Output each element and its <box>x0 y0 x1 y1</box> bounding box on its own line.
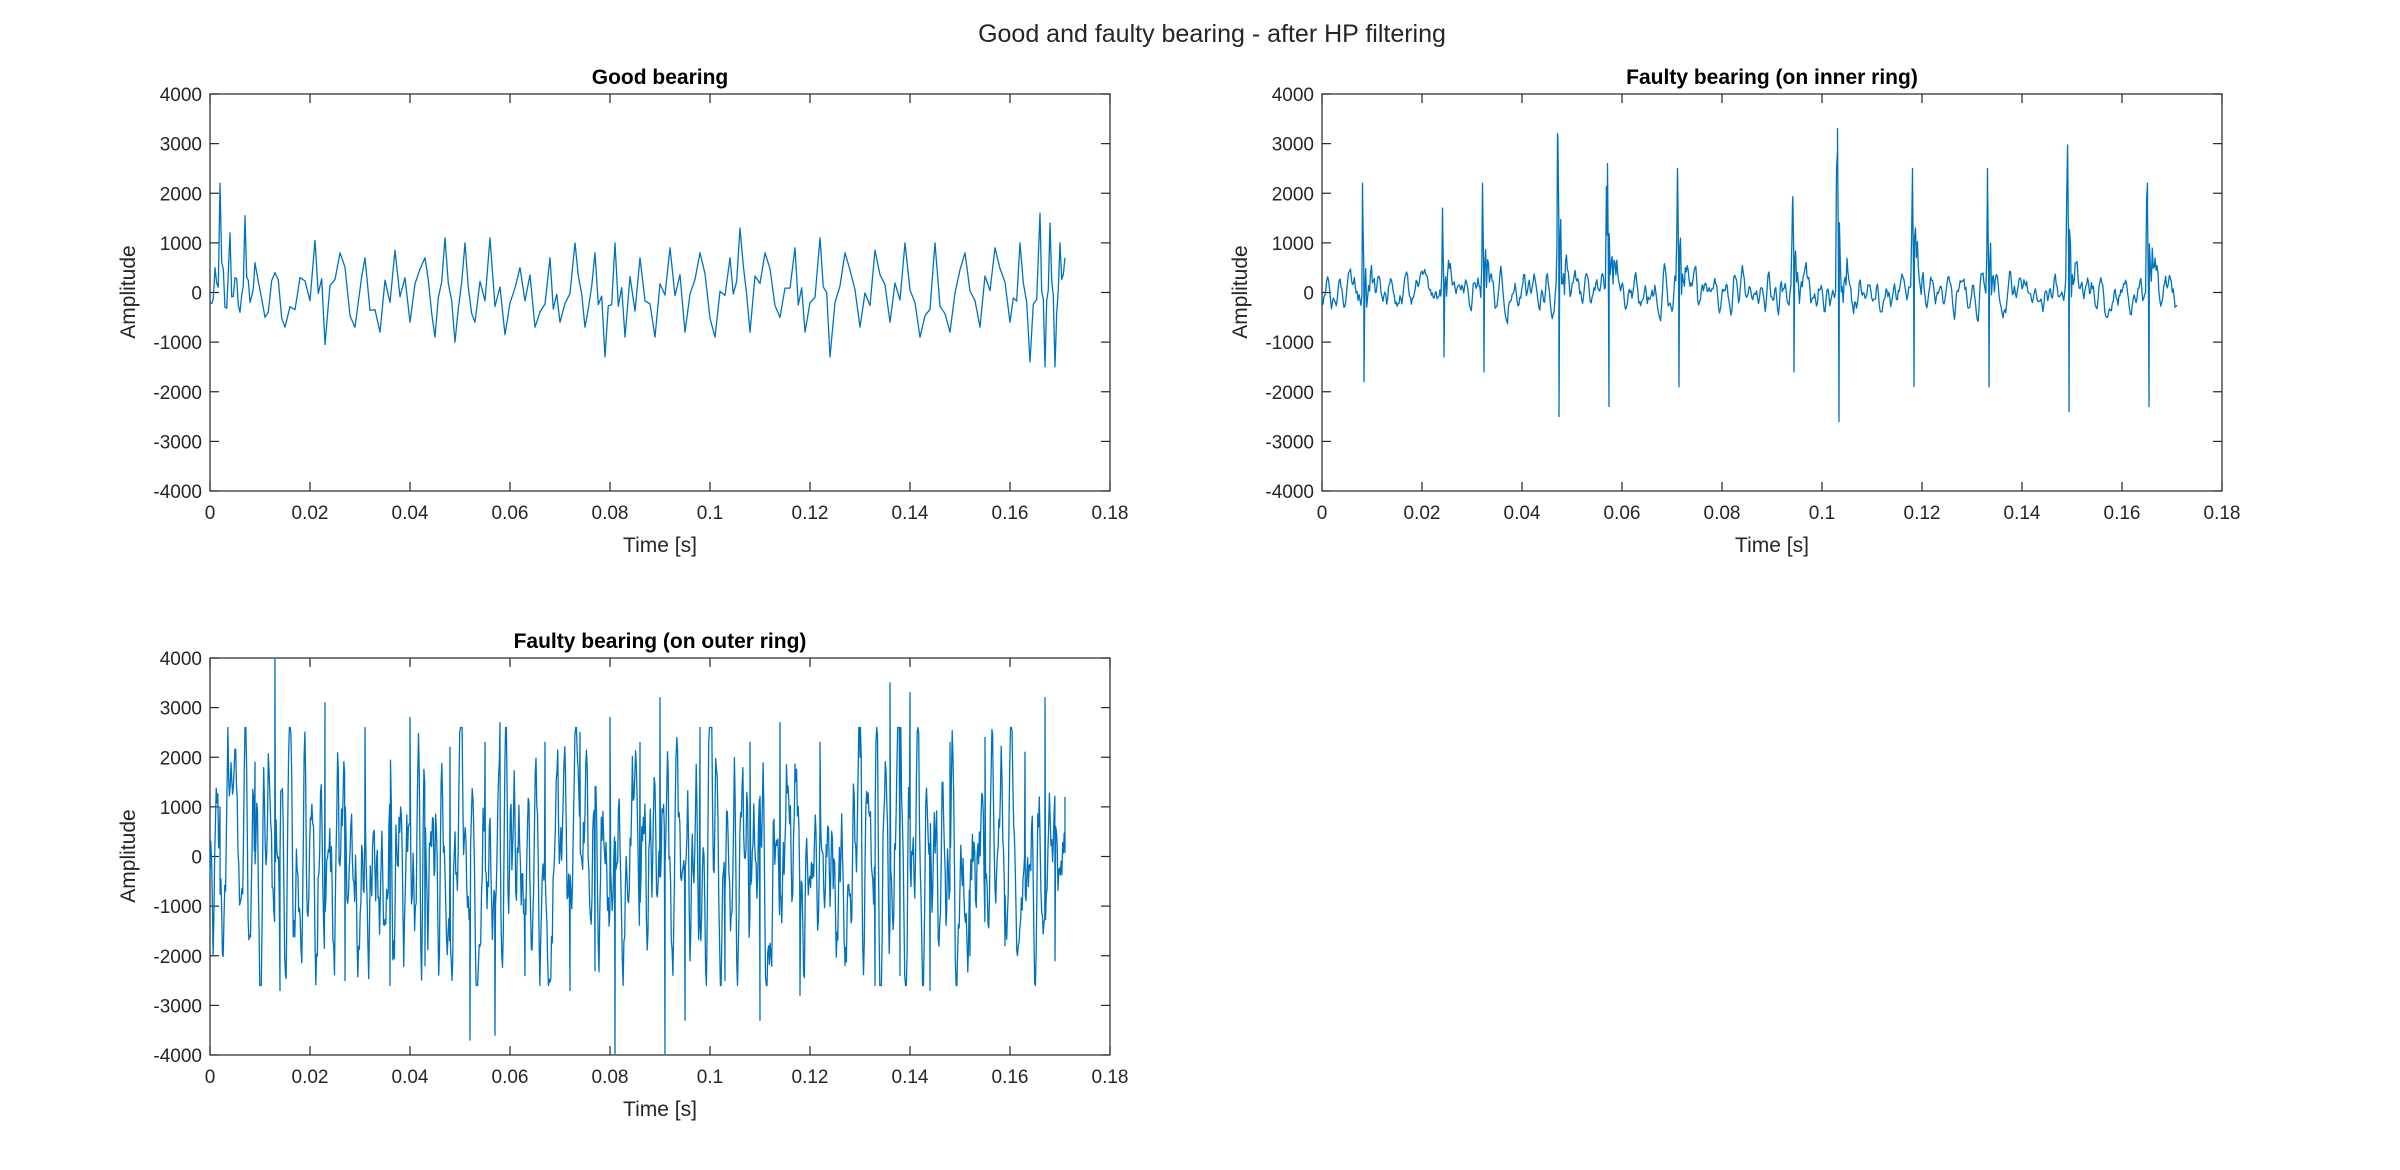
axes-good-bearing: Good bearing Time [s] Amplitude 0 0.02 0.0… <box>117 66 1128 557</box>
x-tick-label: 0.16 <box>992 503 1029 524</box>
y-axis-label: Amplitude <box>117 245 140 338</box>
x-tick-label: 0.04 <box>392 503 429 524</box>
x-tick-label: 0.1 <box>697 1067 723 1088</box>
axes-title: Good bearing <box>592 66 729 89</box>
y-tick-label: 0 <box>191 284 202 305</box>
x-tick-label: 0 <box>205 503 216 524</box>
x-tick-label: 0.02 <box>292 503 329 524</box>
x-tick-label: 0 <box>1317 503 1328 524</box>
x-tick-label: 0.08 <box>1704 503 1741 524</box>
y-tick-label: -2000 <box>153 383 202 404</box>
y-tick-label: -2000 <box>153 947 202 968</box>
y-tick-label: -1000 <box>1265 333 1314 354</box>
x-tick-label: 0.16 <box>992 1067 1029 1088</box>
x-tick-label: 0.08 <box>592 503 629 524</box>
axes-faulty-inner-ring: Faulty bearing (on inner ring) Time [s] … <box>1229 66 2240 557</box>
ticks: 0 0.02 0.04 0.06 0.08 0.1 0.12 0.14 0.16 0.18 -400… <box>1265 85 2240 524</box>
y-tick-label: -3000 <box>153 996 202 1017</box>
y-tick-label: 1000 <box>1272 234 1314 255</box>
x-axis-label: Time [s] <box>623 1098 697 1121</box>
y-tick-label: -4000 <box>153 1046 202 1067</box>
x-tick-label: 0.1 <box>697 503 723 524</box>
series-line <box>1321 128 2178 423</box>
y-tick-label: -4000 <box>153 482 202 503</box>
x-axis-label: Time [s] <box>1735 534 1809 557</box>
y-tick-label: 4000 <box>1272 85 1314 106</box>
y-tick-label: -2000 <box>1265 383 1314 404</box>
x-tick-label: 0.06 <box>492 1067 529 1088</box>
x-tick-label: 0.02 <box>292 1067 329 1088</box>
x-axis-label: Time [s] <box>623 534 697 557</box>
y-tick-label: -1000 <box>153 333 202 354</box>
ticks: 0 0.02 0.04 0.06 0.08 0.1 0.12 0.14 0.16 0.18 -400… <box>153 649 1128 1088</box>
y-tick-label: 1000 <box>160 798 202 819</box>
plot-area <box>1321 93 2223 492</box>
axes-title: Faulty bearing (on inner ring) <box>1626 66 1918 89</box>
y-tick-label: 4000 <box>160 85 202 106</box>
x-tick-label: 0.02 <box>1404 503 1441 524</box>
x-tick-label: 0.18 <box>1092 503 1129 524</box>
x-tick-label: 0.12 <box>792 503 829 524</box>
y-tick-label: 2000 <box>160 748 202 769</box>
y-axis-label: Amplitude <box>117 809 140 902</box>
x-tick-label: 0.18 <box>2204 503 2241 524</box>
y-axis-label: Amplitude <box>1229 245 1252 338</box>
x-tick-label: 0.08 <box>592 1067 629 1088</box>
x-tick-label: 0.14 <box>892 503 929 524</box>
y-tick-label: -4000 <box>1265 482 1314 503</box>
y-tick-label: -3000 <box>153 432 202 453</box>
y-tick-label: -1000 <box>153 897 202 918</box>
y-tick-label: 0 <box>1303 284 1314 305</box>
x-tick-label: 0.04 <box>392 1067 429 1088</box>
ticks: 0 0.02 0.04 0.06 0.08 0.1 0.12 0.14 0.16 0.18 -400… <box>153 85 1128 524</box>
x-tick-label: 0.14 <box>892 1067 929 1088</box>
x-tick-label: 0 <box>205 1067 216 1088</box>
y-tick-label: 1000 <box>160 234 202 255</box>
y-tick-label: 3000 <box>160 135 202 156</box>
y-tick-label: 2000 <box>160 184 202 205</box>
y-tick-label: -3000 <box>1265 432 1314 453</box>
x-tick-label: 0.06 <box>492 503 529 524</box>
series-line <box>209 657 1066 1056</box>
x-tick-label: 0.06 <box>1604 503 1641 524</box>
x-tick-label: 0.1 <box>1809 503 1835 524</box>
y-tick-label: 3000 <box>1272 135 1314 156</box>
figure-title: Good and faulty bearing - after HP filte… <box>978 20 1446 48</box>
axes-faulty-outer-ring: Faulty bearing (on outer ring) Time [s] … <box>117 630 1128 1121</box>
y-tick-label: 4000 <box>160 649 202 670</box>
x-tick-label: 0.14 <box>2004 503 2041 524</box>
plot-area <box>209 93 1111 492</box>
x-tick-label: 0.16 <box>2104 503 2141 524</box>
x-tick-label: 0.04 <box>1504 503 1541 524</box>
x-tick-label: 0.12 <box>792 1067 829 1088</box>
y-tick-label: 3000 <box>160 699 202 720</box>
series-line <box>209 182 1066 368</box>
y-tick-label: 2000 <box>1272 184 1314 205</box>
x-tick-label: 0.18 <box>1092 1067 1129 1088</box>
y-tick-label: 0 <box>191 848 202 869</box>
x-tick-label: 0.12 <box>1904 503 1941 524</box>
axes-title: Faulty bearing (on outer ring) <box>514 630 807 653</box>
